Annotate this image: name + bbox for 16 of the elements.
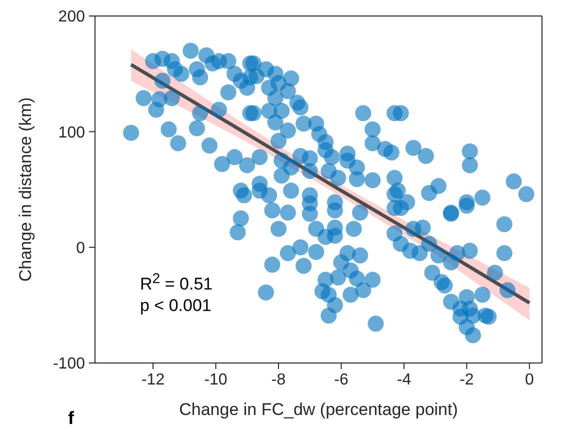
annotation: p < 0.001: [140, 296, 212, 316]
x-tick-label: -10: [204, 371, 228, 388]
y-tick-label: 200: [58, 8, 86, 26]
y-axis-title: Change in distance (km): [16, 97, 36, 282]
y-tick-label: -100: [52, 356, 86, 373]
x-tick-label: -6: [334, 371, 348, 388]
x-tick-label: -8: [271, 371, 286, 388]
y-tick-label: 100: [58, 124, 86, 142]
x-tick-label: -2: [460, 371, 474, 388]
x-tick-label: -12: [141, 371, 165, 388]
text: f: [68, 408, 74, 428]
x-tick-label: -4: [396, 371, 412, 388]
x-axis-title: Change in FC_dw (percentage point): [179, 400, 458, 419]
x-tick-label: 0: [525, 371, 534, 388]
y-tick-label: 0: [76, 240, 86, 258]
annotation: R$^{2}$ = 0.51: [140, 270, 213, 295]
